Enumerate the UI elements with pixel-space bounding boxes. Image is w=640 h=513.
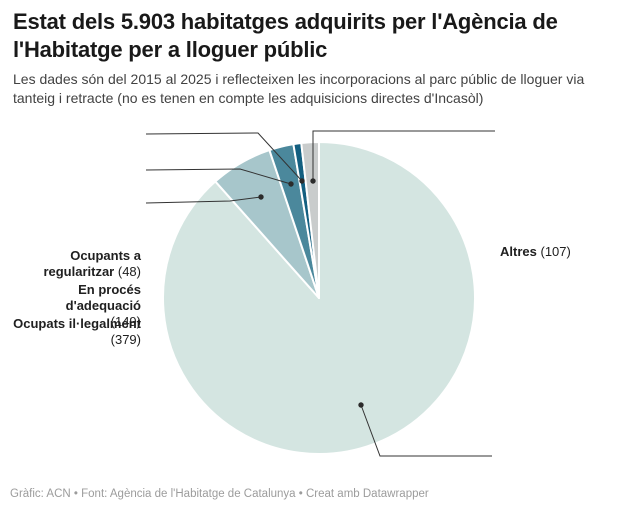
callout-label-ocupants-line2: regularitzar — [43, 264, 115, 279]
callout-value-ocupants: (48) — [117, 264, 141, 279]
pie-slices-group — [162, 141, 476, 455]
callout-label-ocupatsil: Ocupats il·legalment — [13, 316, 141, 331]
chart-subtitle: Les dades són del 2015 al 2025 i reflect… — [13, 70, 628, 108]
callout-label-altres: Altres — [500, 244, 537, 259]
connector-dot-ocupants-a-regularitzar — [299, 178, 305, 184]
pie-chart-area: Ocupants a regularitzar (48) En procés d… — [0, 120, 640, 475]
connector-lines-group — [145, 130, 495, 457]
connector-dot-altres — [310, 178, 316, 184]
connector-dot-llogat — [358, 402, 364, 408]
page-title: Estat dels 5.903 habitatges adquirits pe… — [13, 8, 628, 64]
title-line-1: Estat dels 5.903 habitatges adquirits pe… — [13, 9, 558, 34]
callout-value-enproces: (149) — [110, 314, 141, 329]
title-line-2: l'Habitatge per a lloguer públic — [13, 37, 328, 62]
connector-dot-ocupats-illegalment — [258, 194, 264, 200]
callout-ocupants-a-regularitzar: Ocupants a regularitzar (48) — [0, 248, 141, 280]
callout-label-enproces: En procés d'adequació — [65, 282, 141, 313]
callout-ocupats-illegalment: Ocupats il·legalment (379) — [0, 316, 141, 348]
pie-chart-svg — [145, 130, 495, 457]
connector-llogat — [360, 404, 492, 457]
callout-value-ocupatsil: (379) — [110, 332, 141, 347]
callout-en-proces-adequacio: En procés d'adequació (149) — [0, 282, 141, 330]
callout-altres: Altres (107) — [500, 244, 571, 260]
connector-ocupants-a-regularitzar — [145, 132, 303, 182]
subtitle-line-2: tanteig i retracte (no es tenen en compt… — [13, 90, 484, 106]
subtitle-line-1: Les dades són del 2015 al 2025 i reflect… — [13, 71, 585, 87]
connector-en-proces-adequacio — [145, 168, 292, 185]
callout-value-altres: (107) — [540, 244, 571, 259]
chart-footer-byline: Gràfic: ACN • Font: Agència de l'Habitat… — [10, 488, 429, 500]
callout-label-ocupants-line1: Ocupants a — [70, 248, 141, 263]
connector-dot-en-proces-adequacio — [288, 181, 294, 187]
connector-altres — [312, 130, 495, 181]
connector-ocupats-illegalment — [145, 196, 262, 204]
